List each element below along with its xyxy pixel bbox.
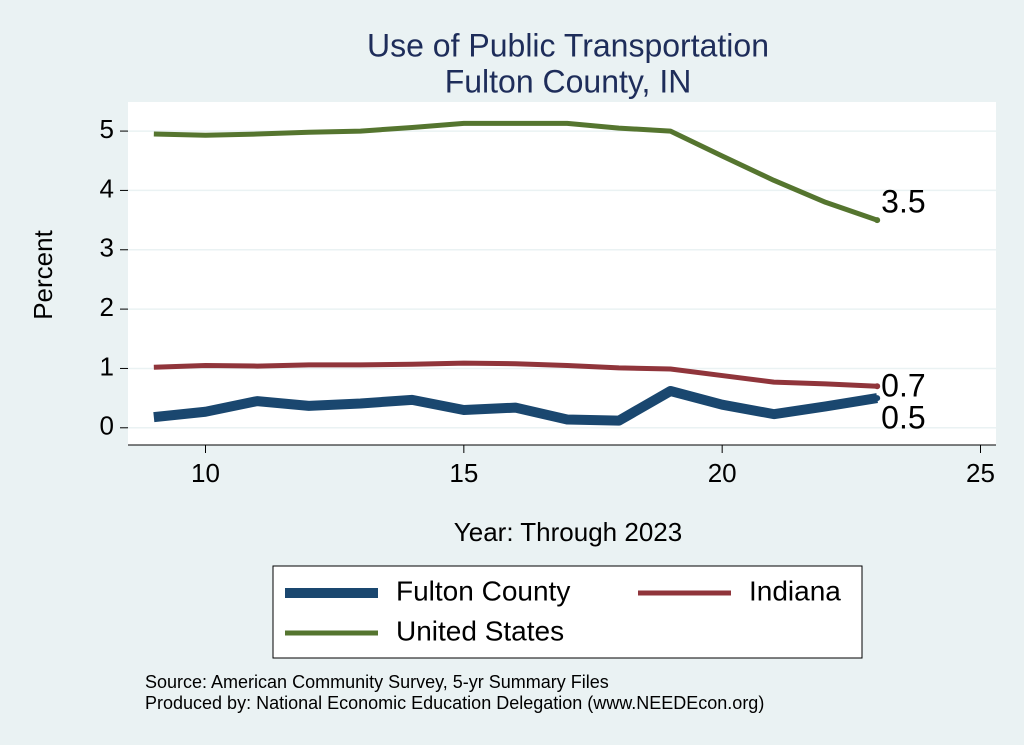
end-point xyxy=(874,383,881,390)
y-axis-title: Percent xyxy=(28,229,58,319)
x-tick-label: 15 xyxy=(449,458,478,488)
y-tick-label: 5 xyxy=(100,114,114,144)
chart-subtitle: Fulton County, IN xyxy=(445,63,692,99)
y-tick-label: 2 xyxy=(100,292,114,322)
y-tick-label: 3 xyxy=(100,233,114,263)
end-point xyxy=(874,395,881,402)
x-tick-label: 25 xyxy=(966,458,995,488)
y-tick-label: 4 xyxy=(100,173,114,203)
end-point xyxy=(874,217,881,224)
source-note: Produced by: National Economic Education… xyxy=(145,693,764,713)
legend-label: United States xyxy=(396,615,564,646)
y-tick-label: 1 xyxy=(100,351,114,381)
chart-title: Use of Public Transportation xyxy=(367,27,769,63)
value-label: 0.5 xyxy=(881,400,925,436)
x-tick-label: 20 xyxy=(708,458,737,488)
source-note: Source: American Community Survey, 5-yr … xyxy=(145,672,609,692)
legend-box xyxy=(272,565,863,659)
x-tick-label: 10 xyxy=(191,458,220,488)
y-tick-label: 0 xyxy=(100,411,114,441)
value-label: 0.7 xyxy=(881,368,925,404)
legend-label: Indiana xyxy=(749,575,841,606)
series-line xyxy=(153,385,878,426)
series-line xyxy=(153,360,878,389)
series-line xyxy=(153,120,878,223)
plot-area xyxy=(128,102,996,445)
value-label: 3.5 xyxy=(881,184,925,220)
legend-label: Fulton County xyxy=(396,575,570,606)
x-axis-title: Year: Through 2023 xyxy=(454,517,682,547)
